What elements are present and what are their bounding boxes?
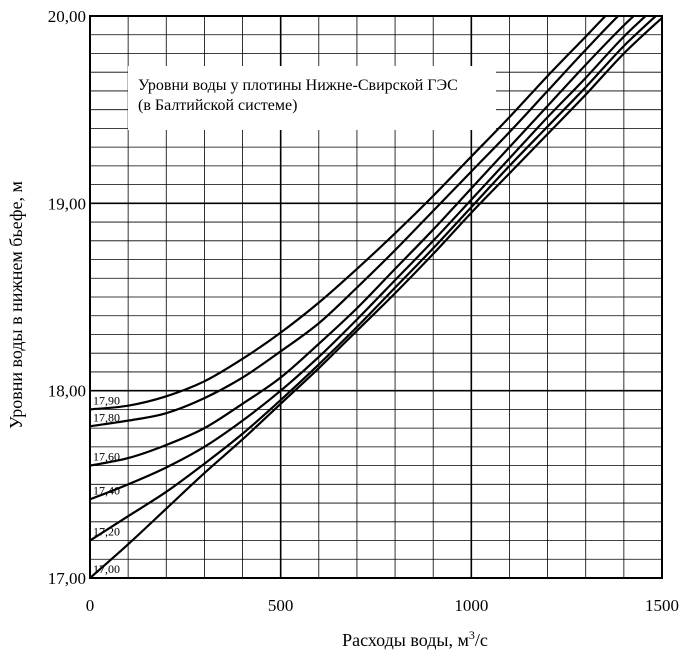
- y-axis-title: Уровни воды в нижнем бьефе, м: [6, 181, 26, 429]
- chart-subtitle: (в Балтийской системе): [138, 97, 297, 114]
- y-tick-label: 19,00: [48, 194, 86, 213]
- series-line: [90, 17, 662, 578]
- x-tick-label: 0: [86, 596, 95, 615]
- series-line: [90, 16, 648, 501]
- x-axis-title: Расходы воды, м3/с: [342, 628, 488, 650]
- x-tick-label: 500: [268, 596, 294, 615]
- chart-title: Уровни воды у плотины Нижне-Свирской ГЭС: [138, 77, 458, 94]
- curves: [90, 16, 662, 578]
- series-line: [90, 16, 620, 428]
- title-box: [128, 66, 496, 130]
- x-tick-label: 1500: [645, 596, 679, 615]
- series-label: 17,20: [93, 525, 120, 539]
- curve-labels: 17,00 17,20 17,40 17,60 17,80 17,90: [93, 393, 120, 576]
- y-tick-label: 20,00: [48, 7, 86, 26]
- series-line: [90, 16, 607, 411]
- series-line: [90, 16, 658, 542]
- y-tick-labels: 17,00 18,00 19,00 20,00: [48, 7, 86, 588]
- series-label: 17,40: [93, 483, 120, 497]
- y-tick-label: 17,00: [48, 569, 86, 588]
- x-tick-label: 1000: [454, 596, 488, 615]
- series-label: 17,00: [93, 562, 120, 576]
- y-tick-label: 18,00: [48, 382, 86, 401]
- series-line: [90, 16, 636, 467]
- series-label: 17,60: [93, 450, 120, 464]
- series-label: 17,90: [93, 393, 120, 407]
- plot-frame: [89, 15, 663, 579]
- series-label: 17,80: [93, 410, 120, 424]
- x-tick-labels: 0 500 1000 1500: [86, 596, 679, 615]
